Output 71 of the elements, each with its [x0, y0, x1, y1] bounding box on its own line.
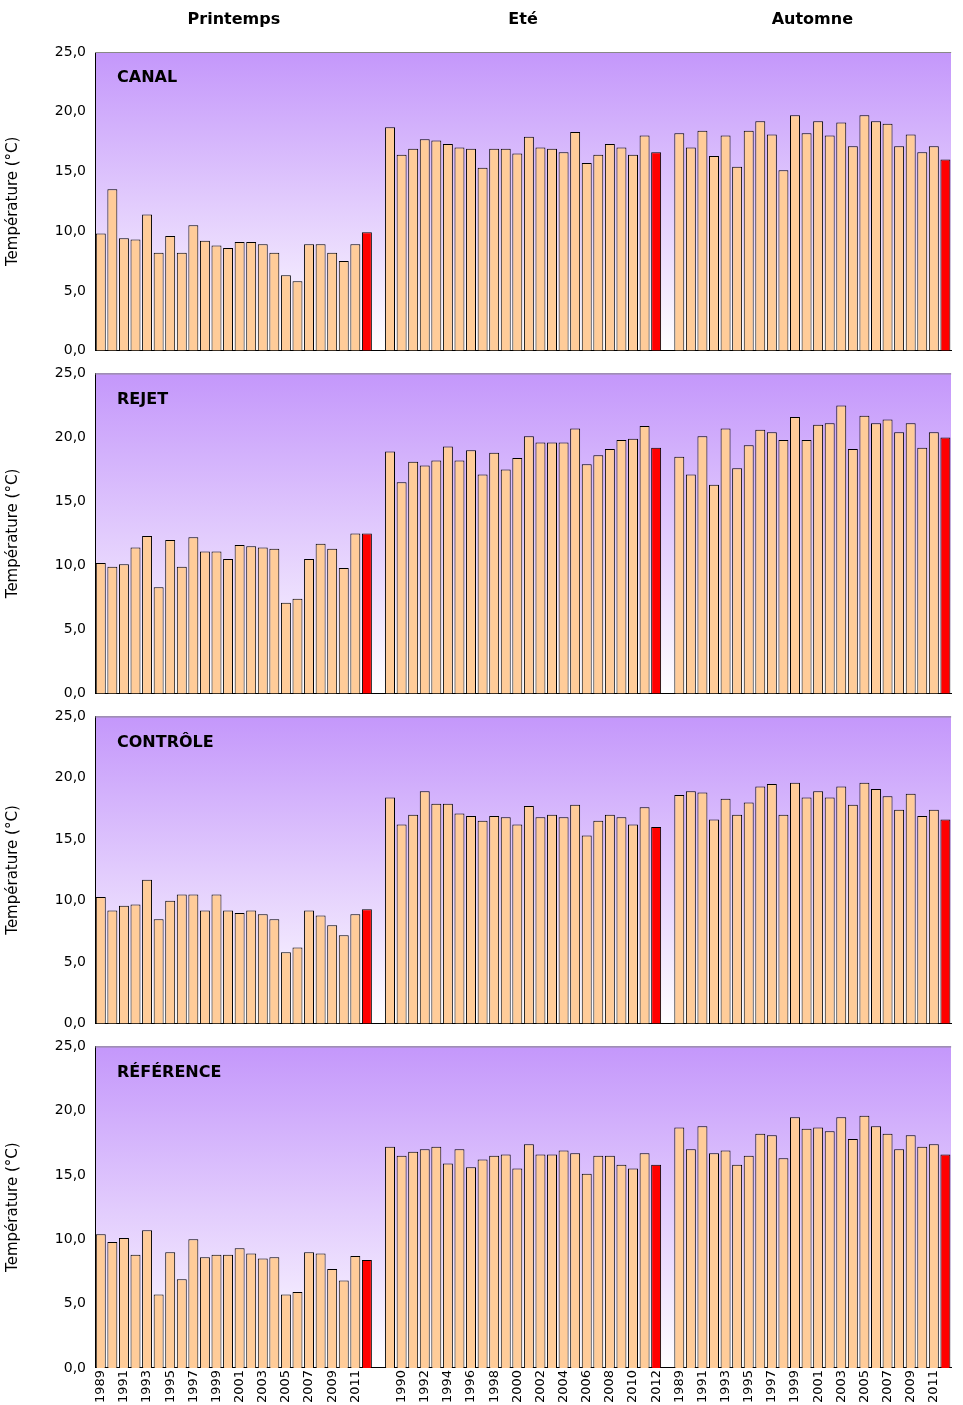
- x-tick-label: 2001: [231, 1369, 246, 1404]
- y-tick-label: 20,0: [54, 768, 86, 785]
- x-tick-label: 2012: [647, 1369, 663, 1404]
- y-tick-label: 10,0: [54, 556, 86, 573]
- y-tick-label: 25,0: [54, 1037, 86, 1054]
- y-axis-title: Température (°C): [2, 805, 21, 936]
- y-tick-label: 0,0: [63, 1014, 86, 1031]
- x-tick-label: 2004: [554, 1369, 570, 1404]
- y-tick-label: 15,0: [54, 492, 86, 509]
- x-tick-label: 2009: [902, 1369, 918, 1404]
- y-tick-label: 0,0: [63, 684, 86, 701]
- x-tick-label: 1997: [184, 1369, 200, 1404]
- x-tick-label: 2008: [601, 1369, 617, 1404]
- x-tick-label: 1993: [716, 1369, 732, 1404]
- x-tick-label: 1989: [92, 1369, 108, 1404]
- x-tick-label: 2006: [578, 1369, 594, 1404]
- y-tick-label: 15,0: [54, 162, 86, 179]
- y-tick-label: 0,0: [63, 1358, 86, 1375]
- x-tick-label: 2007: [300, 1369, 316, 1404]
- x-tick-label: 1999: [207, 1369, 223, 1404]
- y-tick-label: 10,0: [54, 1229, 86, 1246]
- x-tick-label: 1994: [439, 1369, 455, 1404]
- y-tick-label: 15,0: [54, 1165, 86, 1182]
- x-tick-label: 2009: [323, 1369, 339, 1404]
- text: Eté: [508, 9, 538, 29]
- y-axis-title: Température (°C): [2, 468, 21, 600]
- x-tick-label: 1991: [693, 1369, 709, 1404]
- x-tick-label: 1995: [161, 1369, 177, 1404]
- y-tick-label: 10,0: [54, 891, 86, 908]
- y-tick-label: 20,0: [54, 1101, 86, 1118]
- y-tick-label: 25,0: [54, 42, 86, 59]
- x-tick-label: 2003: [254, 1369, 270, 1404]
- y-tick-label: 10,0: [54, 221, 86, 238]
- text: Automne: [771, 9, 854, 29]
- y-tick-label: 5,0: [63, 952, 86, 969]
- x-tick-label: 1990: [392, 1369, 408, 1404]
- text: Printemps: [187, 9, 281, 29]
- x-tick-label: 1991: [115, 1369, 131, 1404]
- x-tick-label: 2005: [855, 1369, 871, 1404]
- x-tick-label: 1993: [138, 1369, 154, 1404]
- y-tick-label: 25,0: [54, 707, 86, 724]
- text: CANAL: [117, 67, 178, 87]
- y-tick-label: 20,0: [54, 428, 86, 445]
- x-tick-label: 2000: [508, 1369, 524, 1404]
- x-tick-label: 1989: [670, 1369, 686, 1404]
- y-tick-label: 5,0: [63, 1294, 86, 1311]
- y-axis-title: Température (°C): [2, 136, 21, 268]
- text: REJET: [117, 388, 169, 408]
- x-tick-label: 1997: [763, 1369, 779, 1404]
- x-tick-label: 2001: [809, 1369, 825, 1404]
- x-tick-label: 2011: [346, 1369, 362, 1404]
- x-tick-label: 2005: [277, 1369, 293, 1404]
- x-tick-label: 2010: [624, 1369, 640, 1404]
- y-tick-label: 0,0: [63, 341, 86, 358]
- y-axis-title: Température (°C): [2, 1142, 21, 1273]
- x-tick-label: 1996: [462, 1369, 478, 1404]
- y-tick-label: 5,0: [63, 281, 86, 298]
- x-tick-label: 1999: [786, 1369, 802, 1404]
- x-tick-label: 1995: [740, 1369, 756, 1404]
- x-tick-label: 2003: [832, 1369, 848, 1404]
- text: RÉFÉRENCE: [117, 1061, 222, 1081]
- x-tick-label: 2011: [925, 1369, 941, 1404]
- y-tick-label: 5,0: [63, 620, 86, 637]
- x-tick-label: 1998: [485, 1369, 501, 1404]
- x-tick-label: 1992: [416, 1369, 432, 1404]
- y-tick-label: 15,0: [54, 829, 86, 846]
- y-tick-label: 25,0: [54, 364, 86, 381]
- x-tick-label: 2002: [531, 1369, 547, 1404]
- y-tick-label: 20,0: [54, 102, 86, 119]
- text: CONTRÔLE: [117, 731, 214, 751]
- x-tick-label: 2007: [878, 1369, 894, 1404]
